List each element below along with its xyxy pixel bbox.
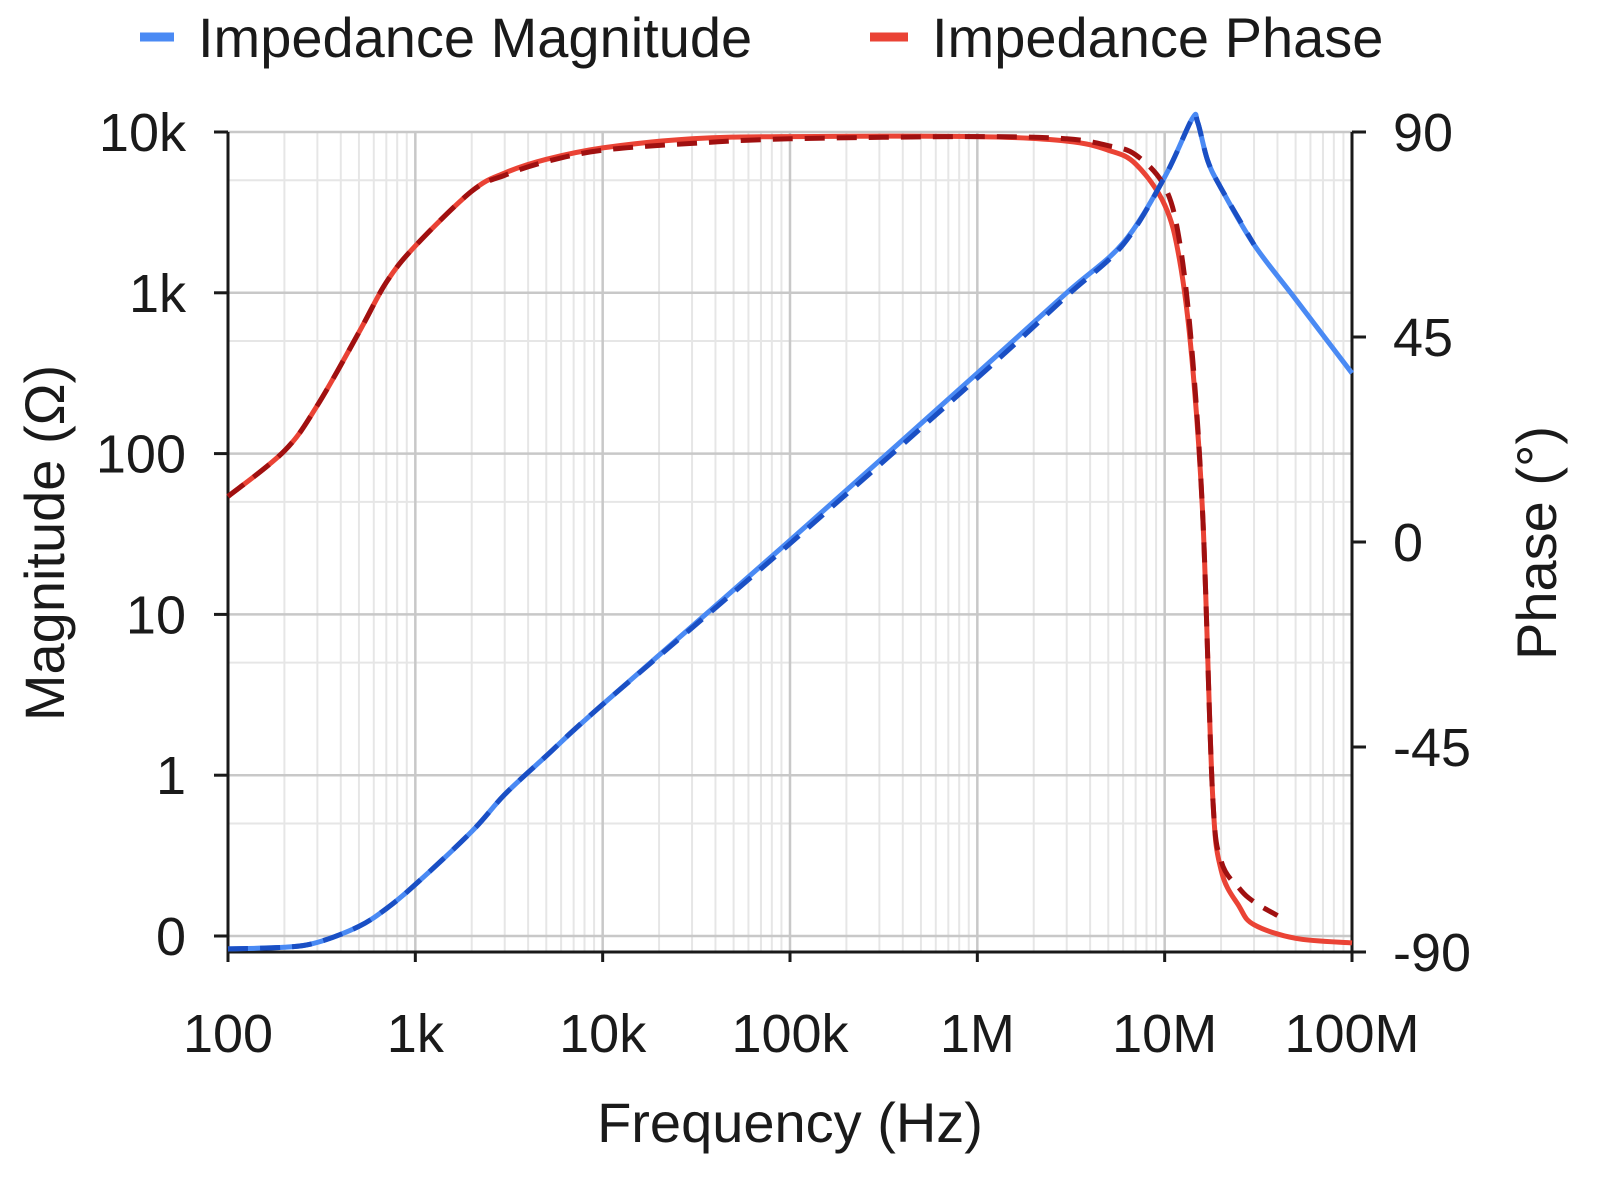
axes — [214, 130, 1366, 962]
y-left-tick-labels: 0 1 10 100 1k 10k — [96, 103, 187, 967]
legend-label-magnitude: Impedance Magnitude — [198, 6, 752, 69]
y-right-tick-label: 0 — [1393, 513, 1423, 573]
y-right-tick-label: -90 — [1393, 923, 1471, 983]
y-right-axis-title: Phase (°) — [1505, 426, 1568, 660]
legend-label-phase: Impedance Phase — [932, 6, 1383, 69]
x-tick-label: 10M — [1112, 1004, 1217, 1064]
x-axis-title: Frequency (Hz) — [597, 1091, 983, 1154]
series-layer — [226, 111, 1354, 952]
x-tick-label: 100 — [183, 1004, 273, 1064]
x-tick-label: 1k — [387, 1004, 445, 1064]
y-right-tick-label: 45 — [1393, 308, 1453, 368]
phase-dashed-line — [226, 134, 1279, 918]
y-left-tick-label: 0 — [156, 907, 186, 967]
y-left-tick-label: 100 — [96, 425, 186, 485]
legend: Impedance Magnitude Impedance Phase — [140, 6, 1383, 69]
y-right-tick-label: -45 — [1393, 718, 1471, 778]
y-right-tick-label: 90 — [1393, 103, 1453, 163]
x-tick-label: 100M — [1284, 1004, 1419, 1064]
y-left-axis-title: Magnitude (Ω) — [13, 365, 76, 721]
y-left-tick-label: 10 — [126, 585, 186, 645]
x-tick-labels: 100 1k 10k 100k 1M 10M 100M — [183, 1004, 1420, 1064]
x-tick-label: 1M — [940, 1004, 1015, 1064]
y-left-tick-label: 10k — [99, 103, 187, 163]
y-left-tick-label: 1k — [129, 264, 187, 324]
y-right-tick-labels: 90 45 0 -45 -90 — [1393, 103, 1471, 983]
y-left-tick-label: 1 — [156, 746, 186, 806]
x-tick-label: 10k — [559, 1004, 647, 1064]
x-tick-label: 100k — [731, 1004, 849, 1064]
